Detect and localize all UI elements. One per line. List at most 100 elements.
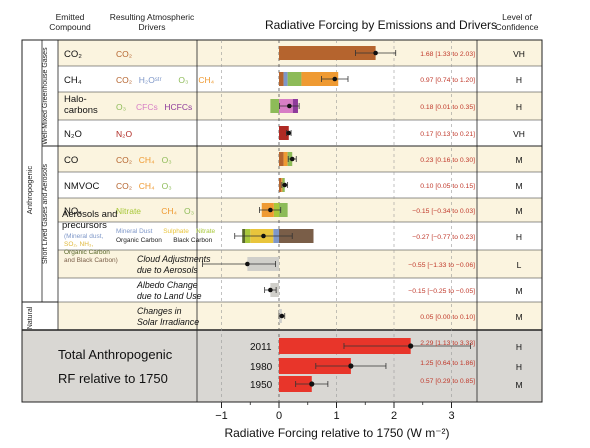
driver-label: CO₂: [116, 49, 132, 59]
rf-value-label: −0.27 [−0.77 to 0.23]: [412, 234, 475, 241]
group-label-slgas: Short Lived Gases and Aerosols: [42, 164, 49, 265]
driver-label: Solar Irradiance: [137, 317, 199, 327]
confidence-level: L: [517, 260, 522, 270]
driver-label: CO₂: [116, 75, 132, 85]
driver-label: CH₄: [198, 75, 214, 85]
bar-segment: [279, 152, 284, 166]
x-tick-label: −1: [215, 410, 228, 422]
confidence-level: M: [515, 312, 522, 322]
group-label-anthropogenic: Anthropogenic: [25, 166, 34, 215]
confidence-level: H: [516, 232, 522, 242]
driver-label: N₂O: [116, 129, 132, 139]
row-shade: [58, 146, 542, 172]
compound-label: CO: [64, 155, 78, 166]
driver-label: CH₄: [161, 206, 177, 216]
best-estimate-point: [289, 156, 295, 162]
driver-label: Nitrate: [116, 206, 141, 216]
driver-label: Nitrate: [196, 228, 216, 235]
driver-label: Sulphate: [163, 228, 189, 235]
best-estimate-point: [373, 50, 378, 56]
confidence-level: VH: [513, 49, 525, 59]
confidence-level: M: [515, 181, 522, 191]
total-label-1: Total Anthropogenic: [58, 347, 173, 362]
total-bar: [279, 358, 351, 374]
compound-label: NMVOC: [64, 181, 100, 192]
driver-label: Mineral Dust: [116, 228, 153, 235]
rf-value-label: 0.57 [0.29 to 0.85]: [420, 378, 475, 385]
bar-segment: [279, 178, 282, 192]
header-drivers-1: Resulting Atmospheric: [110, 12, 195, 22]
confidence-level: H: [516, 362, 522, 372]
confidence-level: VH: [513, 129, 525, 139]
driver-label: Black Carbon: [173, 237, 212, 244]
confidence-level: M: [515, 206, 522, 216]
best-estimate-point: [332, 76, 338, 82]
aerosol-subcompound: (Mineral dust,: [64, 233, 104, 240]
total-year-label: 1950: [250, 380, 273, 391]
driver-label: O₃: [116, 102, 126, 112]
chart-title: Radiative Forcing by Emissions and Drive…: [265, 18, 497, 32]
rf-value-label: 0.05 [0.00 to 0.10]: [420, 314, 475, 321]
confidence-level: H: [516, 75, 522, 85]
bar-segment: [279, 126, 289, 140]
driver-label: O₃: [162, 181, 172, 191]
rf-value-label: 1.25 [0.64 to 1.86]: [420, 360, 475, 367]
bar-segment: [279, 203, 288, 217]
rf-value-label: −0.15 [−0.25 to −0.05]: [408, 288, 475, 295]
best-estimate-point: [268, 207, 273, 213]
best-estimate-point: [261, 233, 266, 239]
best-estimate-point: [348, 363, 354, 369]
aerosol-subcompound: Organic Carbon: [64, 249, 110, 256]
driver-label: due to Land Use: [137, 291, 202, 301]
bar-segment: [270, 99, 279, 113]
driver-label: CH₄: [139, 155, 155, 165]
row-shade: [58, 198, 542, 222]
driver-label: O₃: [184, 206, 194, 216]
driver-label: Organic Carbon: [116, 237, 162, 244]
best-estimate-point: [309, 381, 315, 387]
driver-label: Cloud Adjustments: [137, 254, 211, 264]
best-estimate-point: [279, 313, 285, 319]
bar-segment: [279, 46, 376, 60]
confidence-level: H: [516, 102, 522, 112]
compound-label: Aerosols and: [62, 209, 117, 220]
x-axis-label: Radiative Forcing relative to 1750 (W m⁻…: [224, 426, 449, 440]
driver-label: due to Aerosols: [137, 265, 198, 275]
bar-segment: [301, 72, 339, 86]
total-label-2: RF relative to 1750: [58, 371, 168, 386]
driver-label: CH₄: [139, 181, 155, 191]
rf-value-label: 0.18 [0.01 to 0.35]: [420, 104, 475, 111]
driver-label: H₂Oˢᵗʳ: [139, 75, 162, 85]
total-year-label: 2011: [250, 342, 272, 353]
driver-label: O₃: [162, 155, 172, 165]
header-confidence-1: Level of: [502, 12, 532, 22]
header-emitted-1: Emitted: [56, 12, 85, 22]
compound-label: N₂O: [64, 129, 82, 140]
driver-label: HCFCs: [164, 102, 192, 112]
confidence-level: M: [515, 155, 522, 165]
row-shade: [58, 250, 542, 278]
rf-value-label: −0.55 [−1.33 to −0.06]: [408, 262, 475, 269]
driver-label: Changes in: [137, 306, 182, 316]
compound-label: Halo-: [64, 94, 87, 105]
best-estimate-point: [282, 182, 288, 188]
best-estimate-point: [408, 343, 414, 349]
best-estimate-point: [268, 287, 273, 293]
best-estimate-point: [287, 103, 292, 109]
header-confidence-2: Confidence: [495, 22, 538, 32]
bar-segment: [279, 72, 284, 86]
chart-frame: [21, 39, 543, 403]
confidence-level: M: [515, 380, 522, 390]
driver-label: CO₂: [116, 181, 132, 191]
confidence-level: M: [515, 286, 522, 296]
rf-value-label: 2.29 [1.13 to 3.33]: [420, 340, 475, 347]
best-estimate-point: [286, 130, 292, 136]
total-year-label: 1980: [250, 362, 273, 373]
rf-value-label: 0.97 [0.74 to 1.20]: [420, 77, 475, 84]
rf-value-label: −0.15 [−0.34 to 0.03]: [412, 208, 475, 215]
rf-value-label: 0.10 [0.05 to 0.15]: [420, 183, 475, 190]
driver-label: Albedo Change: [136, 280, 198, 290]
compound-label: CO₂: [64, 49, 82, 60]
best-estimate-point: [245, 261, 250, 267]
